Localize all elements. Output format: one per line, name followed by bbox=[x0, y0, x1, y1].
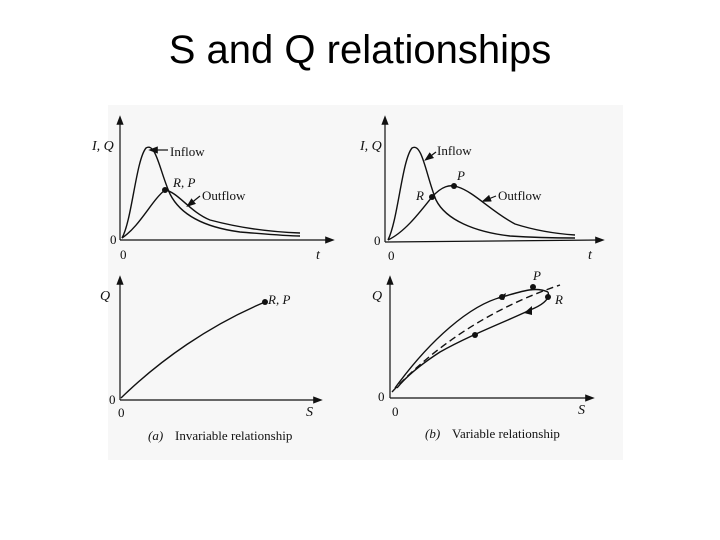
b-top-r-label: R bbox=[415, 188, 424, 203]
b-bottom-x-label: S bbox=[578, 403, 585, 418]
figure-panel bbox=[108, 105, 623, 460]
a-top-origin-x: 0 bbox=[120, 247, 127, 262]
b-loop-point-2 bbox=[472, 332, 478, 338]
b-loop-point-1 bbox=[499, 294, 505, 300]
b-bottom-origin-x: 0 bbox=[392, 404, 399, 419]
a-bottom-y-label: Q bbox=[100, 289, 110, 304]
a-bottom-rp-point bbox=[262, 299, 268, 305]
a-inflow-curve bbox=[121, 146, 301, 239]
panel-b-storage-outflow: Q 0 0 S P R bbox=[372, 268, 595, 419]
b-top-origin-x: 0 bbox=[388, 248, 395, 263]
b-top-x-label: t bbox=[588, 248, 593, 263]
b-top-x-axis bbox=[384, 236, 605, 244]
a-outflow-pointer bbox=[186, 195, 201, 207]
b-falling-limb bbox=[396, 291, 550, 389]
b-rising-limb bbox=[394, 288, 549, 389]
b-outflow-pointer bbox=[481, 194, 497, 202]
b-inflow-pointer bbox=[424, 151, 437, 161]
a-bottom-x-label: S bbox=[306, 405, 313, 420]
b-loop-p-point bbox=[530, 284, 536, 290]
b-loop-r-point bbox=[545, 294, 551, 300]
caption-a-text: Invariable relationship bbox=[175, 428, 292, 443]
a-bottom-origin-y: 0 bbox=[109, 392, 116, 407]
a-storage-curve bbox=[120, 301, 266, 399]
b-bottom-r-label: R bbox=[554, 292, 563, 307]
b-bottom-origin-y: 0 bbox=[378, 389, 385, 404]
b-dashed-curve bbox=[391, 284, 561, 393]
a-bottom-origin-x: 0 bbox=[118, 405, 125, 420]
slide-title: S and Q relationships bbox=[168, 28, 552, 72]
b-outflow-curve bbox=[387, 185, 576, 241]
a-top-origin-y: 0 bbox=[110, 232, 117, 247]
b-top-p-point bbox=[451, 183, 457, 189]
a-outflow-label: Outflow bbox=[202, 188, 246, 203]
b-bottom-p-label: P bbox=[532, 268, 541, 283]
a-top-y-label: I, Q bbox=[91, 139, 114, 154]
b-outflow-label: Outflow bbox=[498, 188, 542, 203]
caption-a-marker: (a) bbox=[148, 428, 163, 443]
caption-b-text: Variable relationship bbox=[452, 426, 560, 441]
a-top-x-label: t bbox=[316, 248, 321, 263]
caption-b-marker: (b) bbox=[425, 426, 440, 441]
b-bottom-y-label: Q bbox=[372, 289, 382, 304]
panel-a-hydrograph: I, Q 0 0 t Inflow Outflow R, P bbox=[91, 115, 335, 263]
b-top-y-label: I, Q bbox=[359, 139, 382, 154]
captions: (a) Invariable relationship (b) Variable… bbox=[148, 426, 560, 443]
a-top-point-label: R, P bbox=[172, 175, 195, 190]
a-top-rp-point bbox=[162, 187, 168, 193]
b-falling-arrow bbox=[524, 306, 532, 315]
a-bottom-point-label: R, P bbox=[267, 292, 290, 307]
b-inflow-label: Inflow bbox=[437, 143, 472, 158]
b-inflow-curve bbox=[387, 146, 576, 241]
panel-a-storage-outflow: Q 0 0 S R, P bbox=[100, 275, 323, 420]
a-inflow-label: Inflow bbox=[170, 144, 205, 159]
panel-b-hydrograph: I, Q 0 0 t Inflow Outflow R P bbox=[359, 115, 605, 263]
b-top-p-label: P bbox=[456, 168, 465, 183]
b-top-r-point bbox=[429, 194, 435, 200]
b-top-origin-y: 0 bbox=[374, 233, 381, 248]
